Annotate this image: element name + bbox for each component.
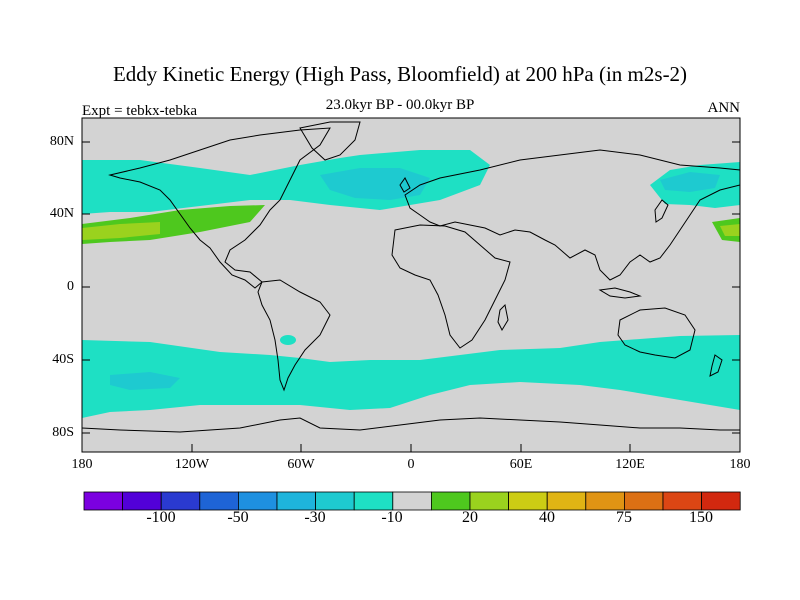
lat-ticks — [82, 141, 740, 434]
colorbar-box — [353, 491, 394, 511]
experiment-label: Expt = tebkx-tebka — [82, 103, 198, 119]
lon-ticks — [81, 444, 741, 452]
colorbar-label: -50 — [227, 509, 249, 526]
south-atlantic-patch — [280, 335, 296, 345]
anomaly-shading-strong — [110, 168, 720, 390]
colorbar-label: 40 — [539, 509, 555, 526]
plot-title: Eddy Kinetic Energy (High Pass, Bloomfie… — [112, 62, 688, 86]
colorbar-box — [199, 491, 239, 511]
plot-subtitle: 23.0kyr BP - 00.0kyr BP — [325, 97, 475, 113]
colorbar-label: 150 — [689, 509, 713, 526]
east-pacific-positive-strong — [82, 222, 160, 240]
lon-label-120w: 120W — [174, 457, 210, 472]
lat-label-40s: 40S — [52, 352, 74, 367]
greenland-coast — [299, 121, 361, 161]
sh-pacific-strong — [110, 372, 180, 390]
eurasia-coast — [404, 149, 741, 281]
lon-label-0: 0 — [407, 457, 415, 472]
sh-band — [82, 335, 740, 418]
lat-label-0: 0 — [67, 279, 74, 294]
colorbar-box — [546, 491, 587, 511]
south-america-coast — [257, 279, 331, 392]
colorbar-box — [160, 491, 201, 511]
colorbar-box — [430, 491, 471, 511]
lat-label-40n: 40N — [49, 206, 74, 221]
colorbar-label: -100 — [146, 509, 176, 526]
north-america-coast — [108, 127, 331, 289]
british-isles-coast — [399, 177, 411, 193]
colorbar-box — [237, 491, 278, 511]
lat-label-80s: 80S — [52, 425, 74, 440]
japan-coast — [654, 199, 669, 223]
west-pacific-positive-strong — [720, 224, 740, 236]
lon-label-180w: 180 — [71, 457, 93, 472]
colorbar-box — [392, 491, 432, 511]
colorbar-label: -30 — [304, 509, 326, 526]
positive-shading-strong — [82, 222, 740, 240]
nh-atlantic-strong — [320, 168, 430, 200]
lon-label-120e: 120E — [615, 457, 645, 472]
colorbar-box — [585, 491, 625, 511]
colorbar-box — [624, 491, 664, 511]
colorbar-box — [469, 491, 509, 511]
colorbar-box — [701, 491, 741, 511]
lat-label-80n: 80N — [49, 134, 74, 149]
colorbar-box — [508, 491, 548, 511]
colorbar-box — [315, 491, 355, 511]
antarctica-coast — [81, 417, 740, 433]
colorbar — [83, 491, 741, 511]
colorbar-label: -10 — [381, 509, 403, 526]
nh-east-asia-strong — [660, 172, 720, 192]
africa-coast — [391, 224, 511, 349]
lon-label-60e: 60E — [509, 457, 533, 472]
lon-label-60w: 60W — [287, 457, 315, 472]
season-label: ANN — [707, 100, 741, 116]
australia-coast — [617, 307, 696, 359]
new-zealand-coast — [709, 354, 723, 377]
lon-label-180e: 180 — [729, 457, 751, 472]
coastlines — [81, 121, 741, 433]
indonesia-coast — [598, 287, 642, 299]
colorbar-box — [122, 491, 162, 511]
colorbar-label: 20 — [462, 509, 478, 526]
colorbar-box — [83, 491, 123, 511]
madagascar-coast — [497, 303, 509, 332]
colorbar-box — [276, 491, 316, 511]
colorbar-label: 75 — [616, 509, 632, 526]
colorbar-box — [662, 491, 702, 511]
